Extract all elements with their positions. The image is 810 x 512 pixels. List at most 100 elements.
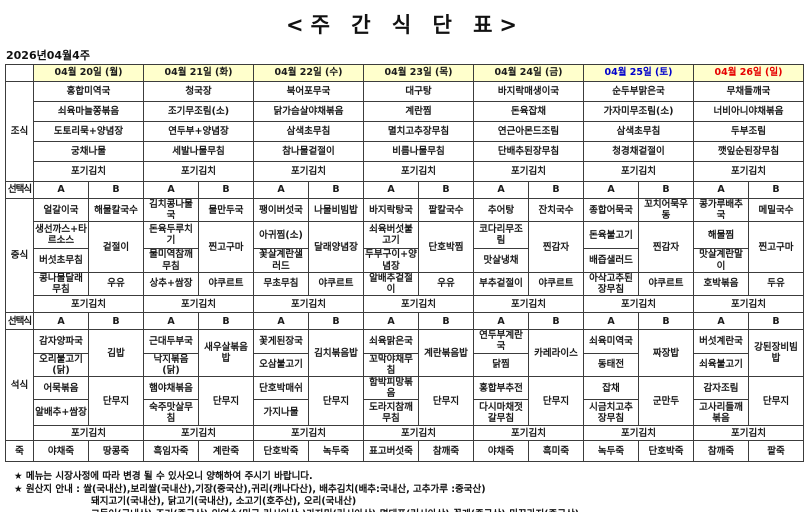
- menu-cell: 찐감자: [638, 221, 694, 273]
- menu-cell: 잔치국수: [528, 197, 584, 223]
- kimchi-cell: 포기김치: [693, 161, 804, 182]
- option-a-header: A: [583, 312, 639, 331]
- menu-cell: 얼갈이국: [33, 197, 89, 223]
- menu-cell: 청경채겉절이: [583, 141, 694, 162]
- menu-cell: 우유: [418, 271, 474, 297]
- menu-cell: 단호박찜: [418, 221, 474, 273]
- option-a-header: A: [363, 181, 419, 199]
- option-b-header: B: [638, 181, 694, 199]
- menu-cell: 단무지: [528, 376, 584, 427]
- kimchi-cell: 포기김치: [253, 425, 364, 442]
- kimchi-cell: 포기김치: [363, 295, 474, 314]
- option-b-header: B: [198, 181, 254, 199]
- lunch-row: 생선까스+타르소스 겉절이 돈육두루치기 찐고구마 아귀찜(소) 달래양념장 쇠육버섯…: [6, 221, 804, 273]
- kimchi-cell: 포기김치: [143, 425, 254, 442]
- menu-cell: 조기무조림(소): [143, 101, 254, 122]
- menu-cell: 배즙샐러드: [583, 248, 639, 273]
- option-a-header: A: [253, 312, 309, 331]
- menu-cell: 닭가슴살야채볶음: [253, 101, 364, 122]
- row-label-breakfast: 조식: [5, 81, 34, 182]
- week-label: 2026년04월4주: [6, 49, 90, 62]
- menu-cell: 야쿠르트: [528, 271, 584, 297]
- menu-cell: 다시마채젓갈무침: [473, 399, 529, 427]
- menu-cell: 낙지볶음(닭): [143, 352, 199, 378]
- option-a-header: A: [33, 181, 89, 199]
- menu-cell: 북어포무국: [253, 81, 364, 102]
- menu-cell: 바지락탕국: [363, 197, 419, 223]
- menu-cell: 햄야채볶음: [143, 376, 199, 401]
- note-origin-line3: 고등어(국내산),조기(중국산),임연수(미국,러시아산,)가자미(러시아산),…: [14, 509, 810, 512]
- menu-cell: 부추겉절이: [473, 271, 529, 297]
- menu-cell: 오리불고기(닭): [33, 352, 89, 378]
- menu-cell: 대구탕: [363, 81, 474, 102]
- menu-cell: 연두부+양념장: [143, 121, 254, 142]
- menu-cell: 연두부계란국: [473, 329, 529, 354]
- menu-cell: 단무지: [748, 376, 804, 427]
- option-a-header: A: [583, 181, 639, 199]
- breakfast-row: 궁채나물 세발나물무침 참나물겉절이 비름나물무침 단배추된장무침 청경채겉절이…: [6, 141, 804, 162]
- menu-cell: 땅콩죽: [88, 440, 144, 463]
- menu-cell: 동태전: [583, 352, 639, 378]
- menu-cell: 숙주맛살무침: [143, 399, 199, 427]
- menu-cell: 알배추겉절이: [363, 271, 419, 297]
- date-cell-sun: 04월 26일 (일): [693, 64, 804, 82]
- note-menu-change: ★ 메뉴는 시장사정에 따라 변경 될 수 있사오니 양해하여 주시기 바랍니다…: [14, 471, 313, 483]
- option-a-header: A: [693, 181, 749, 199]
- corner-cell: [5, 64, 34, 82]
- option-b-header: B: [638, 312, 694, 331]
- kimchi-cell: 포기김치: [363, 161, 474, 182]
- kimchi-cell: 포기김치: [693, 425, 804, 442]
- date-cell-mon: 04월 20일 (월): [33, 64, 144, 82]
- menu-cell: 고사리들깨볶음: [693, 399, 749, 427]
- kimchi-cell: 포기김치: [583, 295, 694, 314]
- menu-cell: 쇠육버섯불고기: [363, 221, 419, 250]
- menu-cell: 궁채나물: [33, 141, 144, 162]
- lunch-kimchi-row: 포기김치 포기김치 포기김치 포기김치 포기김치 포기김치 포기김치: [6, 295, 804, 314]
- kimchi-cell: 포기김치: [253, 295, 364, 314]
- menu-cell: 삼색초무침: [583, 121, 694, 142]
- menu-cell: 야채죽: [473, 440, 529, 463]
- row-label-dinner: 석식: [5, 329, 34, 442]
- menu-cell: 함박피망볶음: [363, 376, 419, 401]
- kimchi-cell: 포기김치: [583, 161, 694, 182]
- menu-cell: 팽이버섯국: [253, 197, 309, 223]
- lunch-row: 버섯초무침 물미역참깨무침 꽃살계란샐러드 두부구이+양념장 맛살냉채 배즙샐러…: [6, 248, 804, 273]
- menu-cell: 가지나물: [253, 399, 309, 427]
- menu-cell: 두유: [748, 271, 804, 297]
- lunch-row: 중식 얼갈이국 해물칼국수 김치콩나물국 물만두국 팽이버섯국 나물비빔밥 바지락탕국…: [5, 197, 804, 314]
- menu-cell: 버섯초무침: [33, 248, 89, 273]
- porridge-row: 죽 야채죽 땅콩죽 흑임자죽 계란죽 단호박죽 녹두죽 표고버섯죽 참깨죽 야채죽 흑미죽…: [5, 440, 804, 463]
- kimchi-cell: 포기김치: [693, 295, 804, 314]
- row-label-lunch: 중식: [5, 197, 34, 314]
- select-label: 선택식: [5, 181, 34, 199]
- menu-cell: 감자조림: [693, 376, 749, 401]
- dinner-kimchi-row: 포기김치 포기김치 포기김치 포기김치 포기김치 포기김치 포기김치: [6, 425, 804, 442]
- breakfast-row: 조식 홍합미역국 청국장 북어포무국 대구탕 바지락매생이국 순두부맑은국 무채…: [5, 81, 804, 182]
- menu-cell: 단무지: [88, 376, 144, 427]
- menu-cell: 청국장: [143, 81, 254, 102]
- date-cell-wed: 04월 22일 (수): [253, 64, 364, 82]
- menu-cell: 상추+쌈장: [143, 271, 199, 297]
- menu-cell: 꽃게된장국: [253, 329, 309, 354]
- menu-cell: 비름나물무침: [363, 141, 474, 162]
- option-b-header: B: [308, 312, 364, 331]
- page-title: <주 간 식 단 표>: [285, 13, 525, 37]
- breakfast-row: 쇠육마늘쫑볶음 조기무조림(소) 닭가슴살야채볶음 계란찜 돈육잡채 가자미무조…: [6, 101, 804, 122]
- menu-cell: 김치콩나물국: [143, 197, 199, 223]
- menu-cell: 나물비빔밥: [308, 197, 364, 223]
- menu-cell: 물미역참깨무침: [143, 248, 199, 273]
- menu-cell: 돈육두루치기: [143, 221, 199, 250]
- menu-cell: 야쿠르트: [638, 271, 694, 297]
- menu-cell: 계란죽: [198, 440, 254, 463]
- menu-cell: 흑임자죽: [143, 440, 199, 463]
- menu-cell: 쇠육불고기: [693, 352, 749, 378]
- menu-cell: 아삭고추된장무침: [583, 271, 639, 297]
- menu-cell: 생선까스+타르소스: [33, 221, 89, 250]
- menu-cell: 흑미죽: [528, 440, 584, 463]
- option-a-header: A: [33, 312, 89, 331]
- menu-cell: 세발나물무침: [143, 141, 254, 162]
- option-b-header: B: [88, 312, 144, 331]
- option-a-header: A: [253, 181, 309, 199]
- menu-cell: 알배추+쌈장: [33, 399, 89, 427]
